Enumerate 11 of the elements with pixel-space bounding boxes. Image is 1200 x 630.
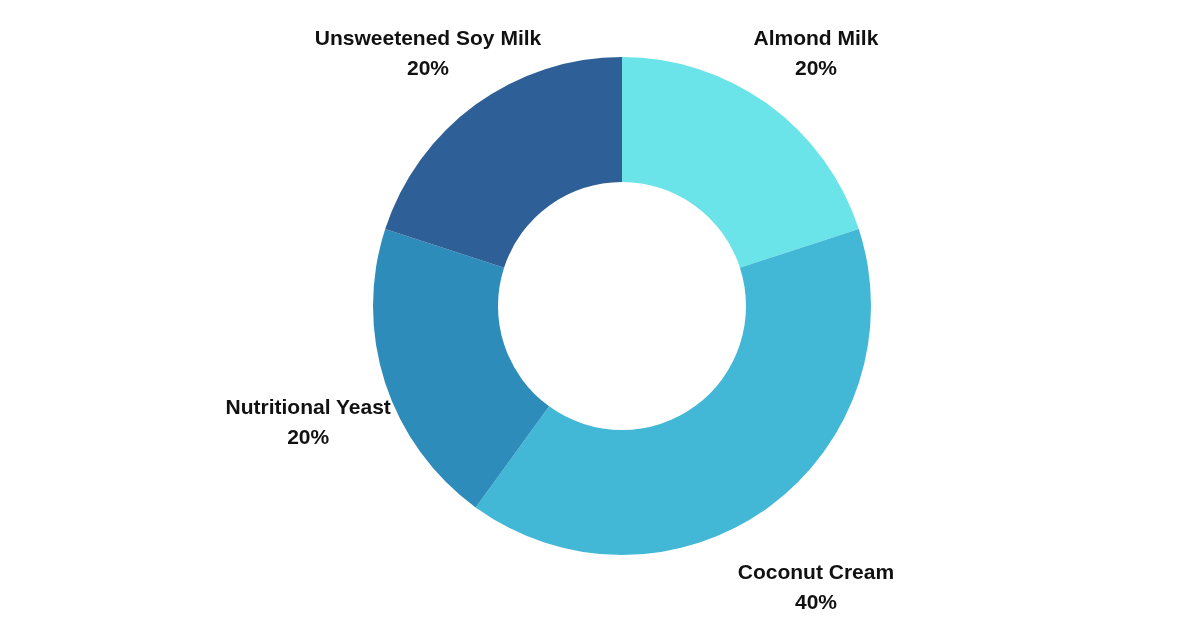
slice-label: Nutritional Yeast bbox=[225, 394, 391, 418]
data-label: 40% bbox=[794, 589, 838, 613]
donut-slice bbox=[385, 57, 622, 268]
slice-label: Almond Milk bbox=[753, 26, 879, 50]
slice-label: Unsweetened Soy Milk bbox=[314, 26, 542, 50]
slice-label: Coconut Cream bbox=[737, 559, 895, 583]
data-label: 20% bbox=[407, 56, 450, 80]
donut-slice bbox=[475, 229, 871, 555]
donut-slice bbox=[622, 57, 859, 268]
data-label: 20% bbox=[794, 56, 838, 80]
data-label: 20% bbox=[287, 424, 330, 448]
